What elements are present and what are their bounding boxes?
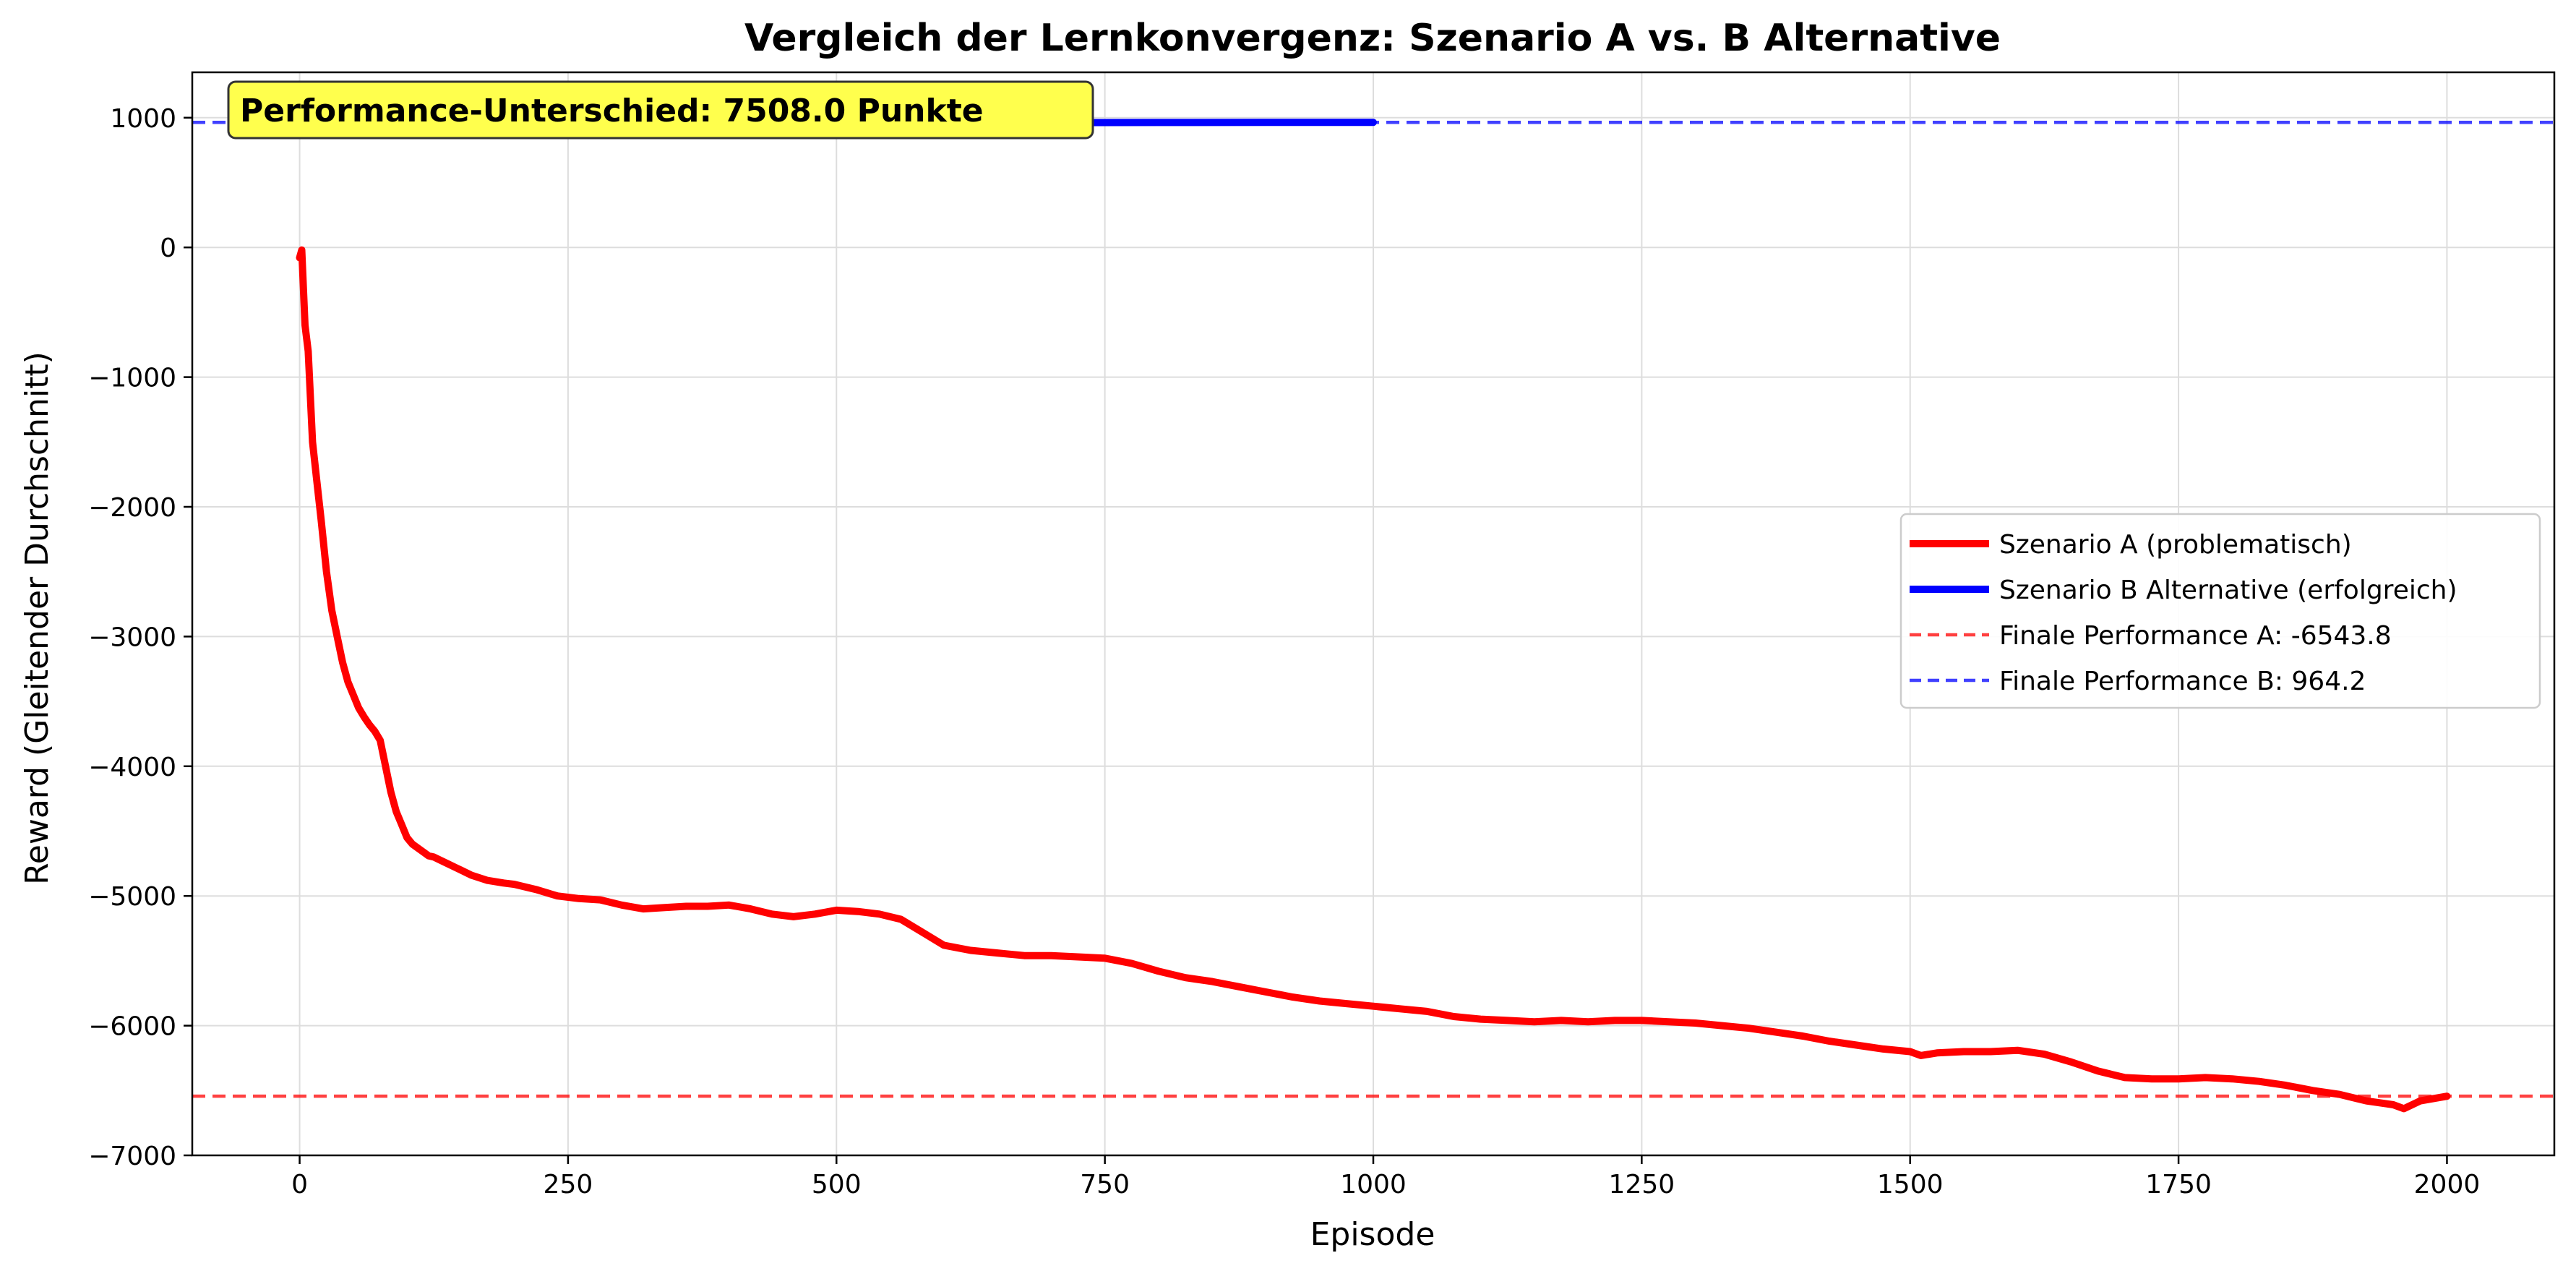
y-axis-label: Reward (Gleitender Durchschnitt) bbox=[19, 351, 56, 885]
x-tick-label-2: 500 bbox=[812, 1170, 862, 1199]
x-tick-label-3: 750 bbox=[1080, 1170, 1130, 1199]
y-tick-label-3: −4000 bbox=[88, 753, 176, 782]
x-axis-label: Episode bbox=[1310, 1216, 1435, 1253]
series-line-a bbox=[296, 246, 2451, 1113]
legend: Szenario A (problematisch) Szenario B Alt… bbox=[1899, 513, 2541, 709]
y-tick-label-2: −5000 bbox=[88, 882, 176, 912]
x-tick-label-6: 1500 bbox=[1877, 1170, 1944, 1199]
legend-label-series-b: Szenario B Alternative (erfolgreich) bbox=[1999, 576, 2457, 605]
legend-label-series-a: Szenario A (problematisch) bbox=[1999, 530, 2352, 560]
chart-title: Vergleich der Lernkonvergenz: Szenario A… bbox=[744, 17, 2001, 60]
x-tick-label-1: 250 bbox=[544, 1170, 593, 1199]
x-axis-ticks: 0 250 500 750 1000 1250 1500 1750 2000 bbox=[291, 1155, 2480, 1199]
y-tick-label-5: −2000 bbox=[88, 493, 176, 523]
y-tick-label-7: 0 bbox=[160, 234, 176, 263]
x-tick-label-5: 1250 bbox=[1609, 1170, 1675, 1199]
y-tick-label-6: −1000 bbox=[88, 364, 176, 393]
x-tick-label-8: 2000 bbox=[2414, 1170, 2481, 1199]
legend-box bbox=[1899, 513, 2541, 709]
x-tick-label-4: 1000 bbox=[1340, 1170, 1407, 1199]
y-tick-label-0: −7000 bbox=[88, 1142, 176, 1171]
annotation-text: Performance-Unterschied: 7508.0 Punkte bbox=[240, 93, 984, 129]
y-axis-ticks: −7000 −6000 −5000 −4000 −3000 −2000 −1000 0 1000 bbox=[88, 104, 192, 1171]
y-tick-label-8: 1000 bbox=[110, 104, 176, 134]
annotation-box bbox=[227, 80, 1094, 140]
y-tick-label-1: −6000 bbox=[88, 1012, 176, 1042]
legend-label-ref-a: Finale Performance A: -6543.8 bbox=[1999, 621, 2392, 651]
legend-label-ref-b: Finale Performance B: 964.2 bbox=[1999, 667, 2366, 696]
y-tick-label-4: −3000 bbox=[88, 623, 176, 652]
x-tick-label-7: 1750 bbox=[2145, 1170, 2212, 1199]
difference-annotation: Performance-Unterschied: 7508.0 Punkte bbox=[227, 80, 1094, 140]
x-tick-label-0: 0 bbox=[291, 1170, 308, 1199]
